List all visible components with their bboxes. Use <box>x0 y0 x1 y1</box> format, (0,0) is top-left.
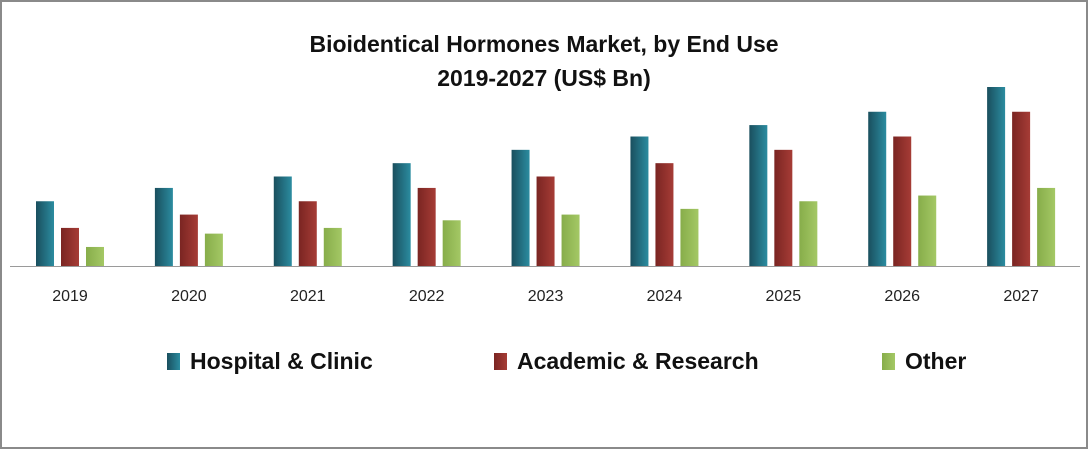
bar-other-2024 <box>680 208 699 266</box>
bar-hospital-clinic-2024 <box>630 136 649 266</box>
bar-chart: 2019 2020 2021 2022 2023 2024 2025 2026 2027 <box>10 87 1080 305</box>
legend-item-other: Other <box>882 341 966 381</box>
bar-other-2027 <box>1037 187 1056 266</box>
chart-title: Bioidentical Hormones Market, by End Use <box>309 31 779 57</box>
bar-other-2025 <box>799 201 818 266</box>
legend-label: Academic & Research <box>517 347 759 374</box>
bar-other-2019 <box>86 246 104 266</box>
legend-item-hospital-clinic: Hospital & Clinic <box>167 341 373 381</box>
bar-academic-research-2021 <box>298 201 317 266</box>
x-tick-label: 2026 <box>884 288 920 305</box>
bar-other-2026 <box>918 195 937 266</box>
x-tick-label: 2021 <box>290 288 326 305</box>
bar-academic-research-2027 <box>1012 111 1031 267</box>
x-tick-label: 2027 <box>1003 288 1039 305</box>
legend-swatch <box>494 352 507 370</box>
bar-academic-research-2020 <box>179 214 198 266</box>
bar-hospital-clinic-2025 <box>749 125 768 266</box>
bar-hospital-clinic-2020 <box>154 187 173 266</box>
bar-other-2020 <box>204 233 223 266</box>
x-tick-label: 2020 <box>171 288 207 305</box>
bar-other-2023 <box>561 214 580 266</box>
bar-other-2022 <box>442 220 461 266</box>
x-tick-label: 2019 <box>52 288 88 305</box>
bar-academic-research-2019 <box>61 227 79 266</box>
legend-swatch <box>882 352 895 370</box>
bar-academic-research-2024 <box>655 163 674 266</box>
x-tick-label: 2025 <box>766 288 802 305</box>
chart-subtitle: 2019-2027 (US$ Bn) <box>437 65 651 91</box>
legend-item-academic-research: Academic & Research <box>494 341 759 381</box>
bar-hospital-clinic-2027 <box>987 87 1006 266</box>
x-tick-label: 2022 <box>409 288 445 305</box>
bar-hospital-clinic-2026 <box>868 111 887 267</box>
bar-hospital-clinic-2021 <box>273 176 292 266</box>
bar-other-2021 <box>323 227 342 266</box>
bar-academic-research-2025 <box>774 149 793 266</box>
bar-academic-research-2023 <box>536 176 555 266</box>
x-tick-label: 2024 <box>647 288 683 305</box>
legend-label: Hospital & Clinic <box>190 347 373 374</box>
legend-swatch <box>167 352 180 370</box>
bar-hospital-clinic-2022 <box>392 163 411 266</box>
bar-academic-research-2022 <box>417 187 436 266</box>
legend-label: Other <box>905 347 967 374</box>
bar-hospital-clinic-2019 <box>36 201 54 266</box>
x-tick-label: 2023 <box>528 288 564 305</box>
bar-hospital-clinic-2023 <box>511 149 530 266</box>
bar-academic-research-2026 <box>893 136 912 266</box>
legend: Hospital & Clinic Academic & Research Ot… <box>2 341 1086 381</box>
